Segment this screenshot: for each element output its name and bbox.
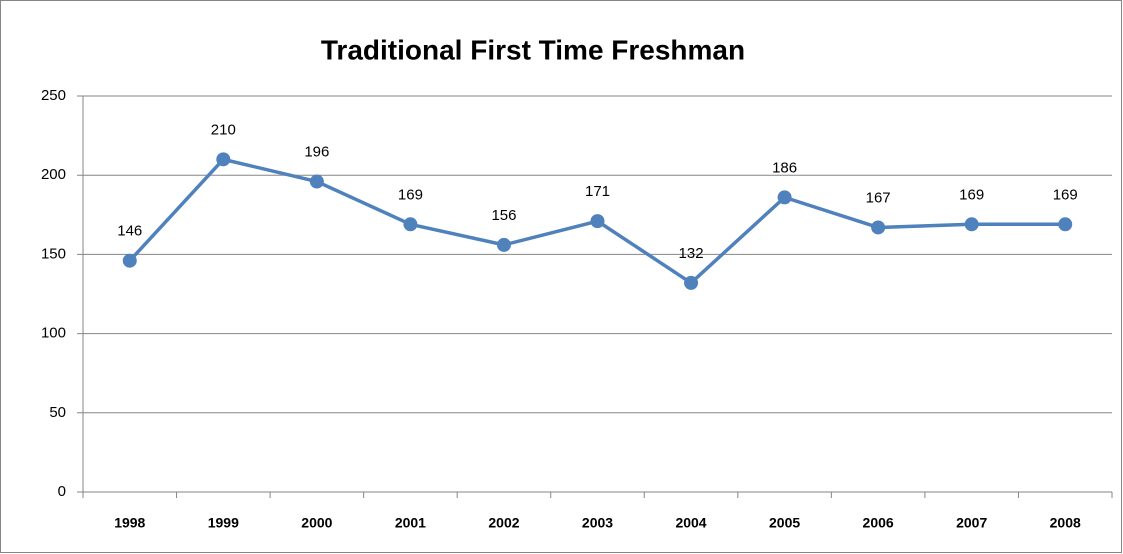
y-tick-label: 50 <box>49 404 66 421</box>
data-point <box>122 253 137 268</box>
data-label: 169 <box>959 186 984 203</box>
data-label: 171 <box>585 183 610 200</box>
x-tick-label: 2004 <box>675 515 706 531</box>
x-tick-label: 2006 <box>863 515 894 531</box>
y-tick-label: 200 <box>41 166 66 183</box>
y-tick-label: 0 <box>58 483 66 500</box>
data-point <box>216 152 231 167</box>
data-label: 132 <box>679 245 704 262</box>
data-label: 146 <box>117 223 142 240</box>
x-tick-label: 2002 <box>488 515 519 531</box>
y-tick-label: 150 <box>41 245 66 262</box>
x-tick-label: 1999 <box>208 515 239 531</box>
data-point <box>684 275 699 290</box>
data-point <box>1058 217 1073 232</box>
y-tick-label: 250 <box>41 87 66 104</box>
data-point <box>590 214 605 229</box>
data-label: 169 <box>1053 186 1078 203</box>
data-point <box>777 190 792 205</box>
x-tick-label: 2003 <box>582 515 613 531</box>
data-label: 196 <box>304 144 329 161</box>
data-label: 186 <box>772 159 797 176</box>
x-tick-label: 2007 <box>956 515 987 531</box>
x-tick-label: 2008 <box>1050 515 1081 531</box>
x-tick-label: 2001 <box>395 515 426 531</box>
x-tick-label: 2000 <box>301 515 332 531</box>
data-label: 169 <box>398 186 423 203</box>
y-tick-label: 100 <box>41 325 66 342</box>
x-tick-label: 1998 <box>114 515 145 531</box>
data-point <box>403 217 418 232</box>
data-point <box>309 174 324 189</box>
chart-title: Traditional First Time Freshman <box>321 34 745 65</box>
data-point <box>964 217 979 232</box>
data-label: 156 <box>491 207 516 224</box>
x-tick-label: 2005 <box>769 515 800 531</box>
data-label: 210 <box>211 121 236 138</box>
data-point <box>871 220 886 235</box>
data-label: 167 <box>866 189 891 206</box>
data-point <box>496 237 511 252</box>
